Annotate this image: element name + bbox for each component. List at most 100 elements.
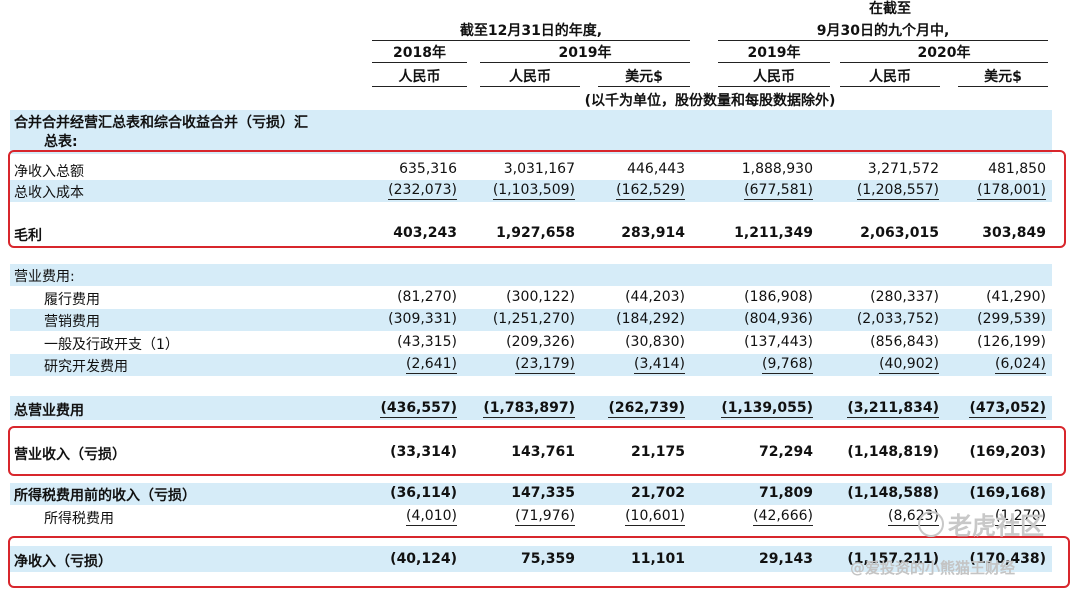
cell-col-2: (71,976) [515,508,575,526]
row-label: 一般及行政开支（1） [44,337,179,353]
row-label: 所得税费用 [44,511,114,527]
cell-col-6: (299,539) [977,311,1046,327]
row-label: 营销费用 [44,314,100,330]
cell-col-4: (1,139,055) [721,400,813,418]
cell-col-1: 403,243 [393,225,457,241]
cell-col-2: (1,103,509) [492,182,575,200]
cell-col-2: (300,122) [506,289,575,305]
row-label: 毛利 [14,228,42,244]
cell-col-3: 21,175 [630,444,685,460]
row-g-and-a: 一般及行政开支（1） (43,315) (209,326) (30,830) (137,… [0,332,1080,354]
row-label: 所得税费用前的收入（亏损） [14,488,196,504]
cell-col-4: 71,809 [758,485,813,501]
cell-col-3: (162,529) [616,182,685,200]
row-gross-profit: 毛利 403,243 1,927,658 283,914 1,211,349 2,063,… [0,223,1080,245]
cell-col-5: 3,271,572 [867,161,939,177]
cell-col-1: (4,010) [405,508,457,526]
highlight-gross-profit [8,150,1066,248]
year-2018: 2018年 [372,42,467,63]
cell-col-3: (184,292) [616,311,685,327]
section-title-line2: 总表: [44,134,78,150]
cell-col-4: 29,143 [758,551,813,567]
band-pretax [10,483,1052,505]
cell-col-1: (309,331) [388,311,457,327]
cell-col-1: (43,315) [397,334,457,350]
cell-col-4: (804,936) [744,311,813,327]
cell-col-3: (10,601) [625,508,685,526]
cell-col-1: 635,316 [399,161,457,177]
band-rnd [10,354,1052,376]
cell-col-5: (40,902) [879,356,939,374]
currency-col-5: 人民币 [840,66,940,87]
cell-col-5: (1,148,819) [847,444,939,460]
row-income-tax: 所得税费用 (4,010) (71,976) (10,601) (42,666) (8,6… [0,506,1080,528]
cell-col-3: (262,739) [608,400,685,418]
cell-col-3: (44,203) [625,289,685,305]
row-label: 营业收入（亏损） [14,447,126,463]
cell-col-4: (9,768) [761,356,813,374]
row-cost-of-revenue: 总收入成本 (232,073) (1,103,509) (162,529) (677,5… [0,180,1080,202]
cell-col-2: (209,326) [506,334,575,350]
year-2019-a: 2019年 [480,42,690,63]
row-label: 净收入总额 [14,164,84,180]
cell-col-4: (677,581) [744,182,813,200]
row-opex-header: 营业费用: [0,264,1080,286]
header-right-top: 在截至 [869,1,911,17]
cell-col-4: 72,294 [758,444,813,460]
cell-col-4: 1,888,930 [741,161,813,177]
header-right-group: 9月30日的九个月中, [718,20,1048,41]
row-label: 营业费用: [14,269,75,285]
cell-col-1: (33,314) [390,444,457,460]
cell-col-2: (1,783,897) [483,400,575,418]
cell-col-5: (856,843) [870,334,939,350]
cell-col-3: (3,414) [633,356,685,374]
watermark-handle: @爱投资的小熊猫王财经 [850,559,1016,577]
highlight-net-income [8,536,1070,588]
watermark-logo: 老虎社区 [918,506,1044,541]
row-net-income: 净收入（亏损） (40,124) 75,359 11,101 29,143 (1,157,… [0,549,1080,571]
row-operating-income: 营业收入（亏损） (33,314) 143,761 21,175 72,294 (1,14… [0,442,1080,464]
section-title-line1: 合并合并经营汇总表和综合收益合并（亏损）汇 [14,115,308,131]
cell-col-3: 11,101 [630,551,685,567]
currency-col-1: 人民币 [372,66,467,87]
cell-col-4: 1,211,349 [734,225,813,241]
cell-col-5: (280,337) [870,289,939,305]
row-fulfillment: 履行费用 (81,270) (300,122) (44,203) (186,908) (2… [0,287,1080,309]
cell-col-1: (40,124) [390,551,457,567]
year-2019-b: 2019年 [718,42,830,63]
currency-col-3: 美元$ [598,66,690,87]
cell-col-2: 1,927,658 [496,225,575,241]
cell-col-3: 21,702 [630,485,685,501]
currency-col-4: 人民币 [718,66,830,87]
row-label: 总营业费用 [14,403,84,419]
band-net-income [10,546,1052,572]
band-cost-of-revenue [10,180,1052,202]
row-rnd: 研究开发费用 (2,641) (23,179) (3,414) (9,768) (40,9… [0,354,1080,376]
cell-col-6: (126,199) [977,334,1046,350]
cell-col-1: (36,114) [390,485,457,501]
year-2020: 2020年 [840,42,1048,63]
row-income-before-tax: 所得税费用前的收入（亏损） (36,114) 147,335 21,702 71,809… [0,483,1080,505]
header-left-group: 截至12月31日的年度, [372,20,690,41]
band-marketing [10,309,1052,331]
cell-col-3: (30,830) [625,334,685,350]
row-label: 净收入（亏损） [14,554,112,570]
row-label: 履行费用 [44,292,100,308]
cell-col-6: (170,438) [969,551,1046,567]
cell-col-5: (3,211,834) [847,400,939,418]
cell-col-5: (1,148,588) [847,485,939,501]
cell-col-5: 2,063,015 [860,225,939,241]
band-section-title [10,110,1052,154]
cell-col-2: (23,179) [515,356,575,374]
section-title: 合并合并经营汇总表和综合收益合并（亏损）汇 总表: [14,114,308,152]
cell-col-5: (2,033,752) [856,311,939,327]
cell-col-6: (473,052) [969,400,1046,418]
cell-col-5: (1,208,557) [856,182,939,200]
cell-col-2: 143,761 [511,444,575,460]
tiger-logo-icon [918,510,944,537]
cell-col-4: (42,666) [753,508,813,526]
watermark-logo-text: 老虎社区 [948,512,1044,540]
row-label: 总收入成本 [14,185,84,201]
cell-col-4: (186,908) [744,289,813,305]
cell-col-3: 446,443 [627,161,685,177]
